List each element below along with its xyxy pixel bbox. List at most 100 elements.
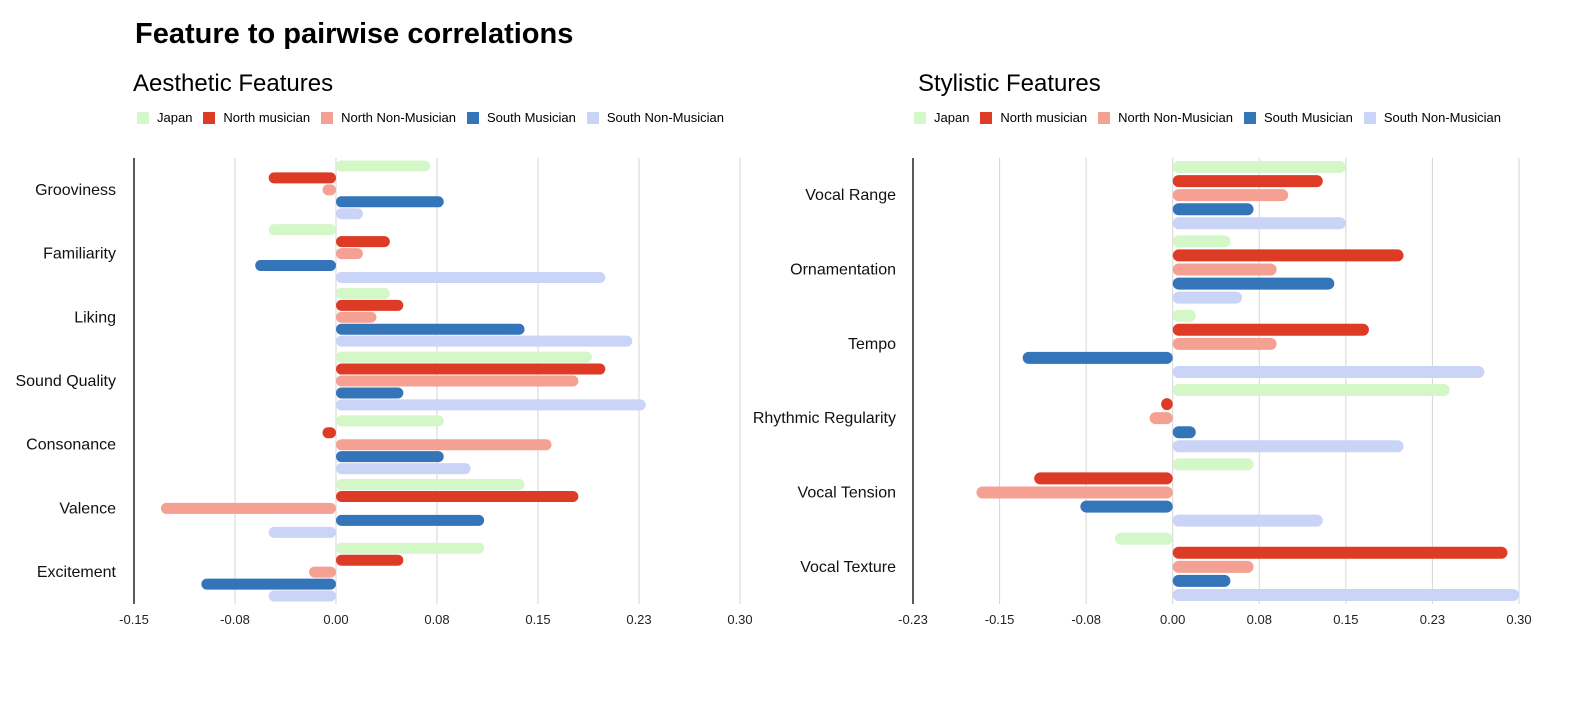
category-label-valence: Valence xyxy=(59,500,116,517)
legend-item-south-musician: South Musician xyxy=(467,110,576,125)
legend-label: South Musician xyxy=(1264,110,1353,125)
bar-familiarity-north-musician xyxy=(336,236,390,248)
bar-vocal-texture-south-non-musician xyxy=(1172,588,1519,601)
bar-ornamentation-south-musician xyxy=(1172,277,1335,290)
legend-label: South Non-Musician xyxy=(1383,110,1501,125)
category-label-vocal-texture: Vocal Texture xyxy=(800,559,896,576)
legend-swatch xyxy=(467,111,479,124)
bar-vocal-range-south-musician xyxy=(1172,203,1254,216)
legend-label: North Non-Musician xyxy=(1118,110,1233,125)
bar-tempo-japan xyxy=(1172,309,1196,322)
bar-familiarity-south-musician xyxy=(255,260,336,272)
bar-excitement-japan xyxy=(336,542,485,554)
legend-swatch xyxy=(1363,111,1376,124)
legend-swatch xyxy=(137,111,149,124)
bar-rhythmic-regularity-north-musician xyxy=(1161,398,1173,411)
x-tick-label: 0.08 xyxy=(1247,612,1272,627)
bar-valence-north-musician xyxy=(336,490,579,502)
x-tick-label: 0.08 xyxy=(424,612,449,627)
legend-label: North musician xyxy=(1000,110,1088,125)
category-label-consonance: Consonance xyxy=(26,437,116,454)
legend-swatch xyxy=(203,111,216,124)
bar-liking-japan xyxy=(336,287,390,299)
x-tick-label: -0.15 xyxy=(985,612,1015,627)
category-label-grooviness: Grooviness xyxy=(35,182,116,199)
x-tick-label: -0.08 xyxy=(220,612,250,627)
bar-liking-south-musician xyxy=(336,323,525,335)
bar-rhythmic-regularity-south-non-musician xyxy=(1172,440,1404,453)
bar-tempo-south-non-musician xyxy=(1172,365,1485,378)
bar-excitement-south-musician xyxy=(201,578,336,590)
stylistic-legend: Japan North musician North Non-Musician … xyxy=(914,110,1512,125)
bar-vocal-tension-south-non-musician xyxy=(1172,514,1323,527)
category-label-rhythmic-regularity: Rhythmic Regularity xyxy=(753,410,896,427)
x-tick-label: 0.23 xyxy=(1420,612,1445,627)
legend-label: South Musician xyxy=(487,110,576,125)
stylistic-chart-title: Stylistic Features xyxy=(918,70,1101,97)
legend-label: South Non-Musician xyxy=(606,110,724,125)
legend-label: Japan xyxy=(157,110,193,125)
legend-item-north-musician: North musician xyxy=(980,110,1087,125)
bar-liking-north-musician xyxy=(336,299,404,311)
chart-main-title: Feature to pairwise correlations xyxy=(135,18,574,50)
legend-swatch xyxy=(321,111,334,124)
bar-tempo-south-musician xyxy=(1022,351,1173,364)
bar-grooviness-south-non-musician xyxy=(336,208,363,220)
bar-ornamentation-japan xyxy=(1172,235,1231,248)
bar-excitement-south-non-musician xyxy=(268,590,336,602)
legend-swatch xyxy=(980,111,993,124)
bar-valence-north-non-musician xyxy=(160,502,336,514)
x-tick-label: 0.23 xyxy=(626,612,651,627)
bar-vocal-texture-north-musician xyxy=(1172,546,1508,559)
bar-vocal-tension-japan xyxy=(1172,458,1254,471)
legend-item-japan: Japan xyxy=(137,110,192,125)
bar-ornamentation-north-non-musician xyxy=(1172,263,1277,276)
category-label-tempo: Tempo xyxy=(848,336,896,353)
bar-tempo-north-non-musician xyxy=(1172,337,1277,350)
aesthetic-legend: Japan North musician North Non-Musician … xyxy=(137,110,735,125)
bar-sound-quality-south-non-musician xyxy=(336,399,646,411)
legend-swatch xyxy=(586,111,599,124)
category-label-sound-quality: Sound Quality xyxy=(15,373,116,390)
bar-vocal-texture-south-musician xyxy=(1172,574,1231,587)
bar-liking-north-non-musician xyxy=(336,311,377,323)
legend-item-north-musician: North musician xyxy=(203,110,310,125)
bar-sound-quality-japan xyxy=(336,351,592,363)
bar-vocal-range-south-non-musician xyxy=(1172,217,1346,230)
bar-sound-quality-north-non-musician xyxy=(336,375,579,387)
bar-consonance-south-non-musician xyxy=(336,463,471,475)
category-label-ornamentation: Ornamentation xyxy=(790,262,896,279)
bar-vocal-range-north-musician xyxy=(1172,175,1323,188)
aesthetic-chart-title: Aesthetic Features xyxy=(133,70,334,97)
bar-rhythmic-regularity-japan xyxy=(1172,384,1450,397)
x-tick-label: 0.30 xyxy=(727,612,752,627)
legend-swatch xyxy=(914,111,926,124)
bar-excitement-north-non-musician xyxy=(309,566,336,578)
bar-grooviness-japan xyxy=(336,160,431,172)
bar-grooviness-north-musician xyxy=(268,172,336,184)
legend-item-north-non-musician: North Non-Musician xyxy=(1098,110,1233,125)
x-tick-label: -0.15 xyxy=(119,612,149,627)
legend-item-south-non-musician: South Non-Musician xyxy=(1363,110,1501,125)
bar-tempo-north-musician xyxy=(1172,323,1369,336)
bar-vocal-tension-north-non-musician xyxy=(976,486,1173,499)
stylistic-bar-chart: -0.23 -0.15 -0.08 0.00 0.08 0.15 0.23 0.30 Vocal… xyxy=(753,158,1532,627)
bar-vocal-range-north-non-musician xyxy=(1172,189,1289,202)
category-label-excitement: Excitement xyxy=(37,564,117,581)
x-tick-label: -0.23 xyxy=(898,612,928,627)
legend-swatch xyxy=(1244,111,1256,124)
bar-rhythmic-regularity-north-non-musician xyxy=(1149,412,1173,425)
category-label-vocal-range: Vocal Range xyxy=(805,187,896,204)
bar-valence-south-non-musician xyxy=(268,526,336,538)
bar-grooviness-south-musician xyxy=(336,196,444,208)
bar-vocal-tension-south-musician xyxy=(1080,500,1173,513)
legend-label: Japan xyxy=(934,110,970,125)
x-tick-label: 0.00 xyxy=(1160,612,1185,627)
category-label-familiarity: Familiarity xyxy=(43,246,116,263)
x-tick-label: 0.30 xyxy=(1506,612,1531,627)
bar-ornamentation-south-non-musician xyxy=(1172,291,1242,304)
x-tick-label: 0.15 xyxy=(1333,612,1358,627)
bar-sound-quality-south-musician xyxy=(336,387,404,399)
legend-item-north-non-musician: North Non-Musician xyxy=(321,110,456,125)
bar-familiarity-japan xyxy=(268,224,336,236)
